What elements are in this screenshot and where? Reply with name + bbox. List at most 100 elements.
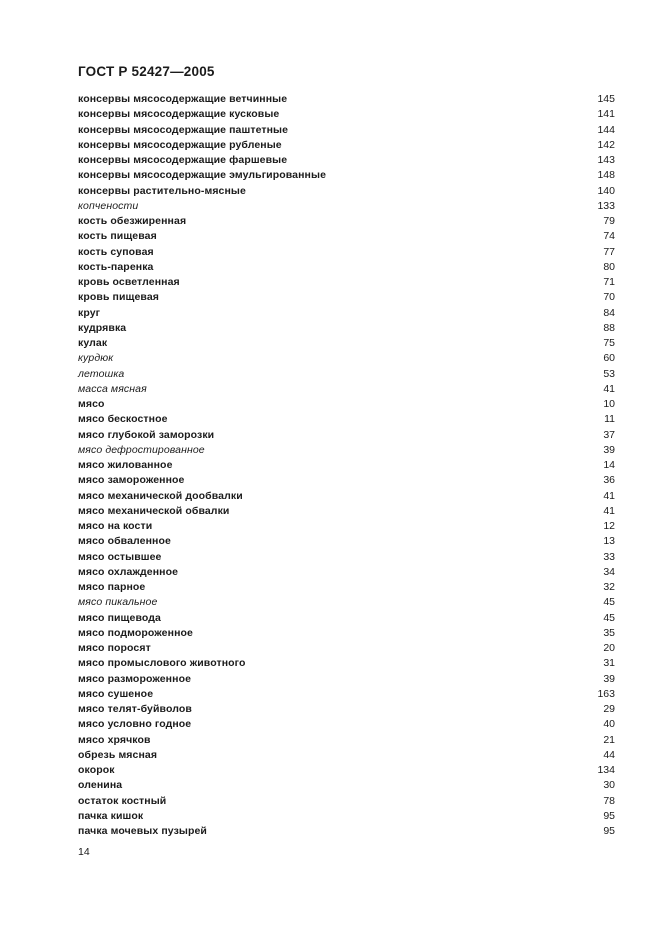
index-page-number: 32 bbox=[603, 581, 615, 593]
index-page-number: 75 bbox=[603, 337, 615, 349]
index-page-number: 30 bbox=[603, 779, 615, 792]
index-page-number: 21 bbox=[603, 733, 615, 746]
index-term: консервы мясосодержащие паштетные bbox=[78, 123, 289, 136]
index-entry-row: консервы мясосодержащие рубленые 142 bbox=[78, 138, 615, 153]
index-term: кость обезжиренная bbox=[78, 215, 187, 227]
index-term: мясо телят-буйволов bbox=[78, 703, 192, 715]
index-entry-row: оленина 30 bbox=[78, 778, 615, 793]
index-page-number: 145 bbox=[597, 93, 615, 105]
index-entry-row: кудрявка 88 bbox=[78, 321, 615, 336]
index-page-number: 37 bbox=[603, 428, 615, 441]
index-entry-row: кровь пищевая 70 bbox=[78, 290, 615, 305]
index-term: консервы растительно-мясные bbox=[78, 184, 246, 197]
index-entry-row: мясо механической обвалки 41 bbox=[78, 504, 615, 519]
index-entry-row: мясо охлажденное 34 bbox=[78, 565, 615, 580]
index-page-number: 41 bbox=[603, 504, 615, 517]
index-page-number: 80 bbox=[603, 260, 615, 273]
index-term: мясо подмороженное bbox=[78, 626, 193, 639]
index-term: обрезь мясная bbox=[78, 748, 158, 761]
index-term: мясо глубокой заморозки bbox=[78, 428, 215, 441]
index-page-number: 40 bbox=[603, 718, 615, 731]
index-term: копчености bbox=[78, 199, 139, 212]
index-term: круг bbox=[78, 306, 101, 319]
index-entry-row: мясо на кости 12 bbox=[78, 519, 615, 534]
index-page-number: 35 bbox=[603, 626, 615, 639]
index-entry-row: мясо жилованное 14 bbox=[78, 458, 615, 473]
index-entry-row: кость обезжиренная 79 bbox=[78, 214, 615, 229]
index-entry-row: мясо размороженное 39 bbox=[78, 672, 615, 687]
index-page-number: 70 bbox=[603, 291, 615, 304]
index-entry-row: консервы мясосодержащие фаршевые 143 bbox=[78, 153, 615, 168]
index-page-number: 74 bbox=[603, 230, 615, 243]
index-page-number: 45 bbox=[603, 611, 615, 624]
index-entry-row: мясо глубокой заморозки 37 bbox=[78, 428, 615, 443]
index-page-number: 78 bbox=[603, 794, 615, 807]
index-term: кость пищевая bbox=[78, 230, 157, 243]
index-term: мясо пищевода bbox=[78, 611, 161, 624]
index-term: мясо механической дообвалки bbox=[78, 489, 243, 502]
index-term: консервы мясосодержащие кусковые bbox=[78, 108, 280, 121]
index-page-number: 84 bbox=[603, 306, 615, 319]
index-page-number: 53 bbox=[603, 367, 615, 380]
index-term: кровь осветленная bbox=[78, 276, 180, 288]
index-term: мясо поросят bbox=[78, 642, 151, 654]
index-page-number: 95 bbox=[603, 809, 615, 822]
index-page-number: 34 bbox=[603, 565, 615, 578]
index-entry-row: мясо 10 bbox=[78, 397, 615, 412]
index-page-number: 95 bbox=[603, 825, 615, 837]
index-page-number: 88 bbox=[603, 321, 615, 334]
index-page-number: 39 bbox=[603, 672, 615, 685]
index-entry-row: обрезь мясная 44 bbox=[78, 748, 615, 763]
index-term: кровь пищевая bbox=[78, 291, 159, 304]
index-page-number: 39 bbox=[603, 443, 615, 456]
index-entry-row: мясо обваленное 13 bbox=[78, 534, 615, 549]
index-page-number: 29 bbox=[603, 703, 615, 715]
index-page-number: 13 bbox=[603, 535, 615, 548]
footer-page-number: 14 bbox=[78, 846, 90, 858]
index-entry-row: мясо бескостное 11 bbox=[78, 412, 615, 427]
index-term: мясо замороженное bbox=[78, 474, 185, 487]
index-term: мясо на кости bbox=[78, 520, 153, 532]
index-entry-row: кость суповая 77 bbox=[78, 245, 615, 260]
index-page-number: 142 bbox=[597, 138, 615, 151]
index-entry-row: остаток костный 78 bbox=[78, 794, 615, 809]
index-term: мясо бескостное bbox=[78, 413, 168, 426]
index-term: оленина bbox=[78, 779, 123, 792]
index-page-number: 60 bbox=[603, 352, 615, 365]
index-entry-row: пачка кишок 95 bbox=[78, 809, 615, 824]
index-entry-row: летошка 53 bbox=[78, 367, 615, 382]
index-term: консервы мясосодержащие ветчинные bbox=[78, 93, 288, 105]
index-page-number: 77 bbox=[603, 245, 615, 258]
index-page-number: 144 bbox=[597, 123, 615, 136]
index-page-number: 45 bbox=[603, 596, 615, 609]
index-entry-row: круг 84 bbox=[78, 306, 615, 321]
index-entry-row: мясо парное 32 bbox=[78, 580, 615, 595]
index-page-number: 10 bbox=[603, 398, 615, 410]
index-term: пачка кишок bbox=[78, 809, 144, 822]
index-term: мясо жилованное bbox=[78, 459, 173, 471]
index-page-number: 143 bbox=[597, 154, 615, 166]
index-entry-row: копчености 133 bbox=[78, 199, 615, 214]
index-page-number: 36 bbox=[603, 474, 615, 487]
index-page-number: 31 bbox=[603, 657, 615, 670]
index-entry-row: мясо пикальное 45 bbox=[78, 595, 615, 610]
index-term: мясо условно годное bbox=[78, 718, 192, 731]
index-page-number: 133 bbox=[597, 199, 615, 212]
index-entry-row: мясо поросят 20 bbox=[78, 641, 615, 656]
index-term: мясо размороженное bbox=[78, 672, 192, 685]
index-term: мясо остывшее bbox=[78, 550, 162, 563]
index-term: пачка мочевых пузырей bbox=[78, 825, 207, 837]
index-entry-row: мясо телят-буйволов 29 bbox=[78, 702, 615, 717]
index-entry-row: консервы мясосодержащие кусковые 141 bbox=[78, 107, 615, 122]
index-entry-row: окорок 134 bbox=[78, 763, 615, 778]
index-term: мясо сушеное bbox=[78, 687, 154, 700]
index-entry-row: мясо промыслового животного 31 bbox=[78, 656, 615, 671]
document-header-standard-number: ГОСТ Р 52427—2005 bbox=[78, 64, 215, 79]
index-entry-row: кровь осветленная 71 bbox=[78, 275, 615, 290]
index-page-number: 33 bbox=[603, 550, 615, 563]
index-page-number: 79 bbox=[603, 215, 615, 227]
index-page-number: 12 bbox=[603, 520, 615, 532]
index-entry-row: мясо условно годное 40 bbox=[78, 717, 615, 732]
index-page-number: 44 bbox=[603, 748, 615, 761]
